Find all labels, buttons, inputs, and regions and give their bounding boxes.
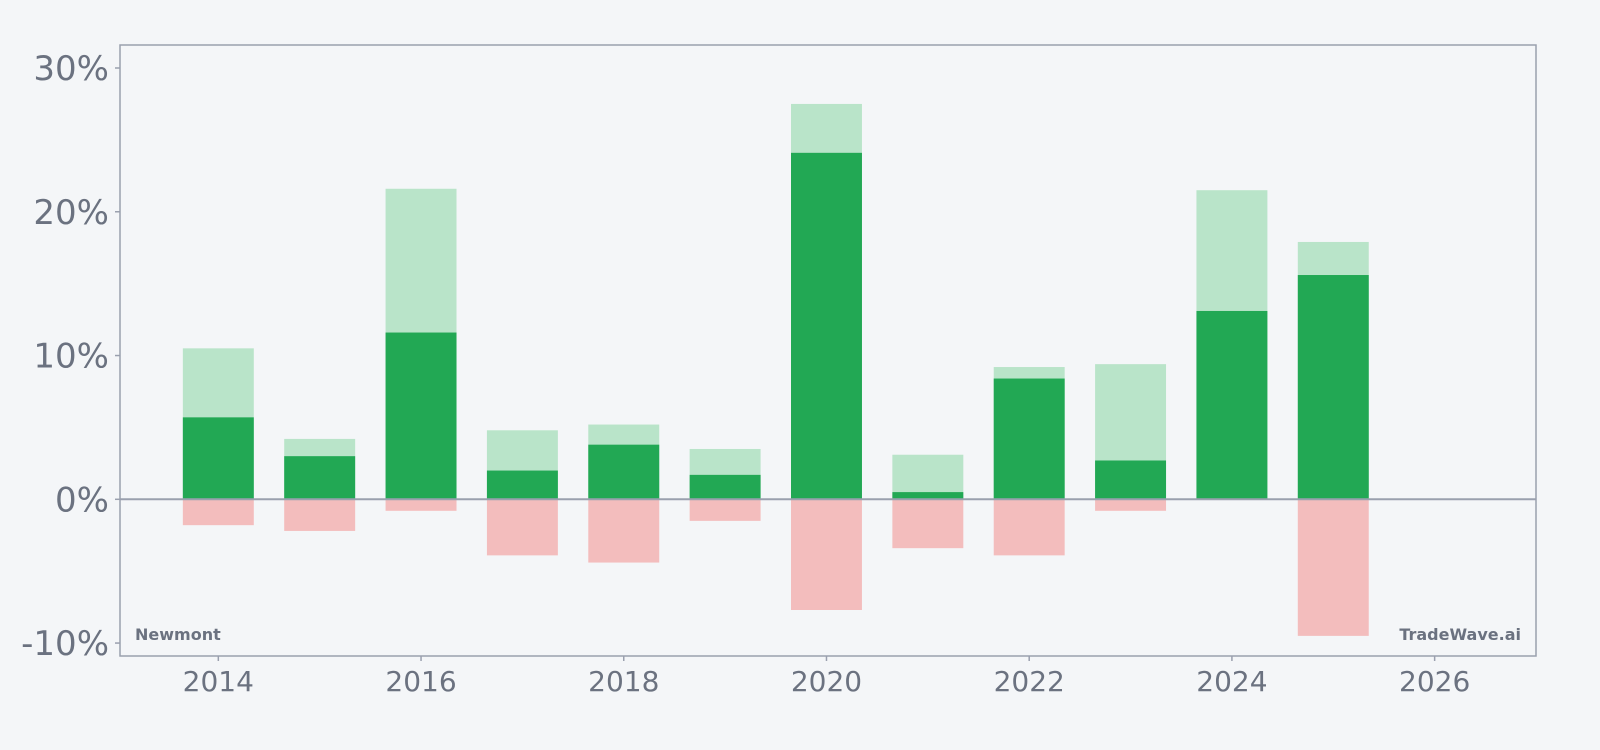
lower-bar-2023 (1095, 499, 1167, 511)
plot-frame (119, 44, 1537, 657)
lower-bar-2025 (1297, 499, 1369, 636)
main-bar-2021 (892, 492, 964, 500)
main-bar-2023 (1095, 460, 1167, 500)
main-bar-2020 (791, 152, 862, 500)
main-bar-2022 (993, 378, 1065, 500)
annotation-brand: TradeWave.ai (1399, 625, 1521, 644)
y-tick-label: 0% (55, 480, 109, 520)
axes-layer (115, 44, 1537, 661)
y-tick-label: 30% (33, 49, 109, 89)
labels-layer: 30% 20% 10% 0% -10% 2014 2016 2018 2020 2022 2024 2… (21, 49, 1470, 698)
annotation-company: Newmont (135, 625, 221, 644)
lower-bar-2017 (486, 499, 558, 556)
main-bar-2016 (385, 332, 457, 500)
x-tick-label: 2014 (183, 665, 254, 698)
main-bar-2018 (588, 444, 660, 500)
x-tick-label: 2020 (791, 665, 862, 698)
lower-bar-2022 (993, 499, 1065, 556)
x-tick-label: 2018 (588, 665, 659, 698)
lower-bar-2016 (385, 499, 457, 511)
lower-bar-2018 (588, 499, 660, 563)
lower-bar-2015 (284, 499, 356, 531)
x-tick-label: 2024 (1196, 665, 1267, 698)
bars-layer (182, 103, 1369, 636)
upper-bar-2021 (892, 454, 964, 500)
y-tick-label: 20% (33, 193, 109, 233)
main-bar-2024 (1196, 310, 1268, 500)
x-tick-label: 2026 (1399, 665, 1470, 698)
main-bar-2015 (284, 456, 356, 500)
y-tick-label: 10% (33, 337, 109, 377)
y-tick-label: -10% (21, 624, 109, 664)
lower-bar-2021 (892, 499, 964, 549)
main-bar-2014 (182, 417, 254, 500)
main-bar-2025 (1297, 275, 1369, 500)
lower-bar-2020 (791, 499, 862, 610)
main-bar-2017 (486, 470, 558, 500)
main-bar-2019 (689, 474, 761, 500)
x-tick-label: 2016 (385, 665, 456, 698)
x-tick-label: 2022 (994, 665, 1065, 698)
lower-bar-2019 (689, 499, 761, 521)
lower-bar-2014 (182, 499, 254, 526)
